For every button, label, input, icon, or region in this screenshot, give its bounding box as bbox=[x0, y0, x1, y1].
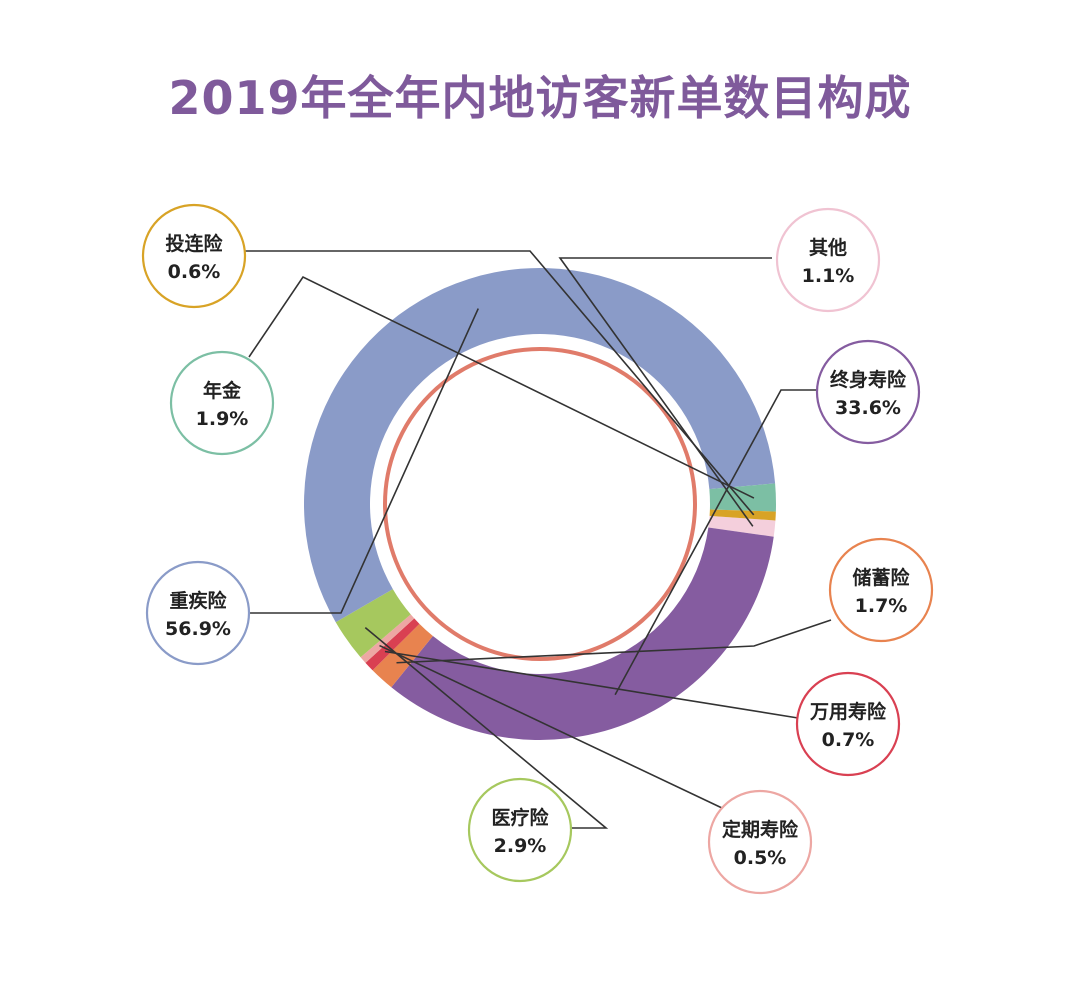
leader-line-7 bbox=[249, 308, 479, 614]
callout-circle-2 bbox=[815, 339, 921, 445]
callout-circle-9 bbox=[141, 203, 247, 309]
leader-line-9 bbox=[245, 250, 755, 516]
slice-value-label: 1.7% bbox=[855, 595, 908, 617]
slice-value-label: 1.1% bbox=[802, 265, 855, 287]
leader-lines bbox=[245, 250, 832, 829]
slice-5 bbox=[360, 614, 415, 663]
slice-label: 终身寿险 bbox=[830, 368, 907, 391]
leader-line-6 bbox=[364, 626, 609, 829]
slice-6 bbox=[335, 589, 411, 658]
slice-label: 定期寿险 bbox=[722, 818, 799, 841]
slice-value-label: 56.9% bbox=[165, 618, 231, 640]
slice-1 bbox=[708, 515, 776, 537]
callout-circle-5 bbox=[707, 789, 813, 895]
callout-circle-3 bbox=[828, 537, 934, 643]
slice-value-label: 2.9% bbox=[494, 835, 547, 857]
slice-value-label: 0.7% bbox=[822, 729, 875, 751]
slice-value-label: 1.9% bbox=[196, 408, 249, 430]
slice-9 bbox=[709, 509, 776, 521]
slice-label: 万用寿险 bbox=[809, 700, 887, 723]
slice-4 bbox=[365, 618, 420, 671]
inner-ring bbox=[383, 347, 697, 661]
slice-2 bbox=[391, 527, 774, 740]
slice-value-label: 33.6% bbox=[835, 397, 901, 419]
leader-line-8 bbox=[248, 275, 755, 499]
slice-label: 储蓄险 bbox=[852, 566, 910, 589]
slice-label: 医疗险 bbox=[491, 806, 549, 829]
slice-label: 年金 bbox=[203, 379, 242, 402]
callout-circle-6 bbox=[467, 777, 573, 883]
callout-circle-4 bbox=[795, 671, 901, 777]
slice-label: 其他 bbox=[809, 236, 847, 259]
callouts: 其他 1.1% 终身寿险 33.6% 储蓄险 1.7% 万用寿险 0.7% 定期寿险 0.5% 医疗… bbox=[141, 203, 934, 895]
leader-line-3 bbox=[396, 619, 832, 664]
slice-label: 投连险 bbox=[165, 232, 223, 255]
slice-label: 重疾险 bbox=[169, 589, 227, 612]
leader-line-2 bbox=[614, 389, 817, 696]
leader-line-4 bbox=[384, 650, 799, 719]
slice-value-label: 0.5% bbox=[734, 847, 787, 869]
callout-circle-8 bbox=[169, 350, 275, 456]
callout-circle-7 bbox=[145, 560, 251, 666]
slice-7 bbox=[304, 267, 776, 623]
slice-value-label: 0.6% bbox=[168, 261, 221, 283]
leader-line-5 bbox=[379, 644, 723, 809]
slice-3 bbox=[372, 623, 433, 688]
donut-slices bbox=[304, 267, 776, 740]
chart-title: 2019年全年内地访客新单数目构成 bbox=[168, 71, 912, 125]
callout-circle-1 bbox=[775, 207, 881, 313]
